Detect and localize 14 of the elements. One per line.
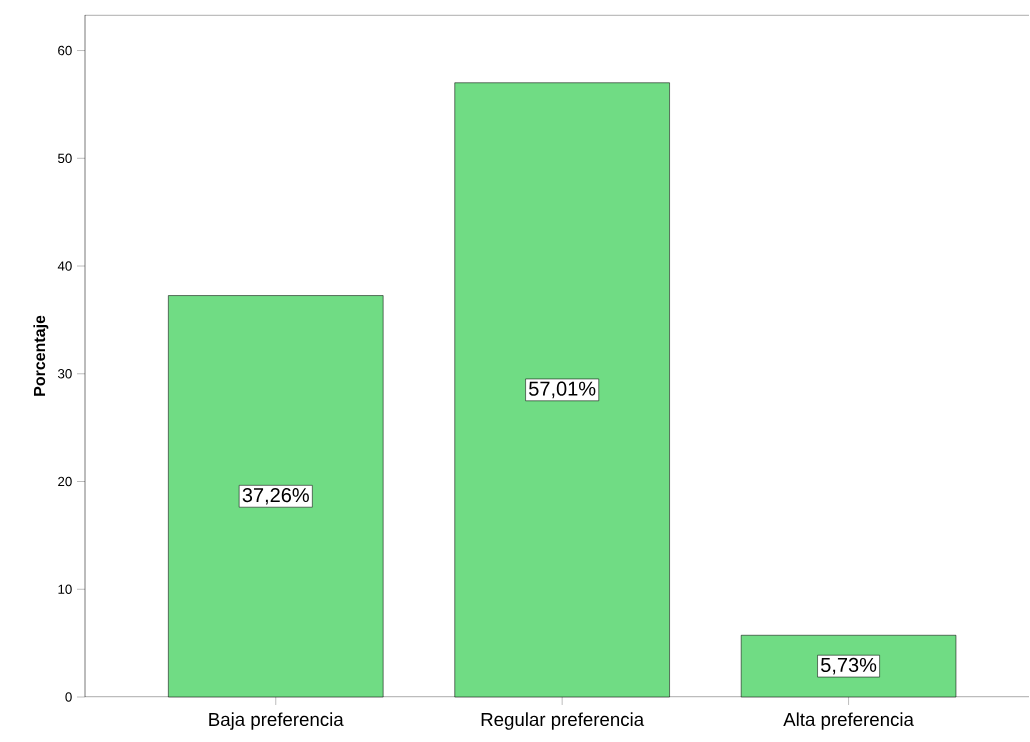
y-tick-label: 40: [57, 261, 72, 271]
data-label: 57,01%: [529, 381, 596, 399]
x-tick-label: Baja preferencia: [209, 712, 344, 730]
y-tick-label: 0: [65, 692, 72, 702]
data-label: 5,73%: [821, 657, 877, 675]
x-tick-label: Regular preferencia: [481, 712, 645, 730]
data-label: 37,26%: [242, 488, 309, 505]
x-tick-label: Alta preferencia: [783, 712, 914, 730]
y-tick-label: 50: [58, 153, 72, 163]
y-tick-label: 30: [57, 369, 72, 379]
y-axis-title: Porcentaje: [33, 315, 49, 396]
y-tick-label: 10: [58, 584, 72, 594]
y-tick-label: 60: [58, 45, 72, 56]
y-tick-label: 20: [58, 476, 72, 487]
